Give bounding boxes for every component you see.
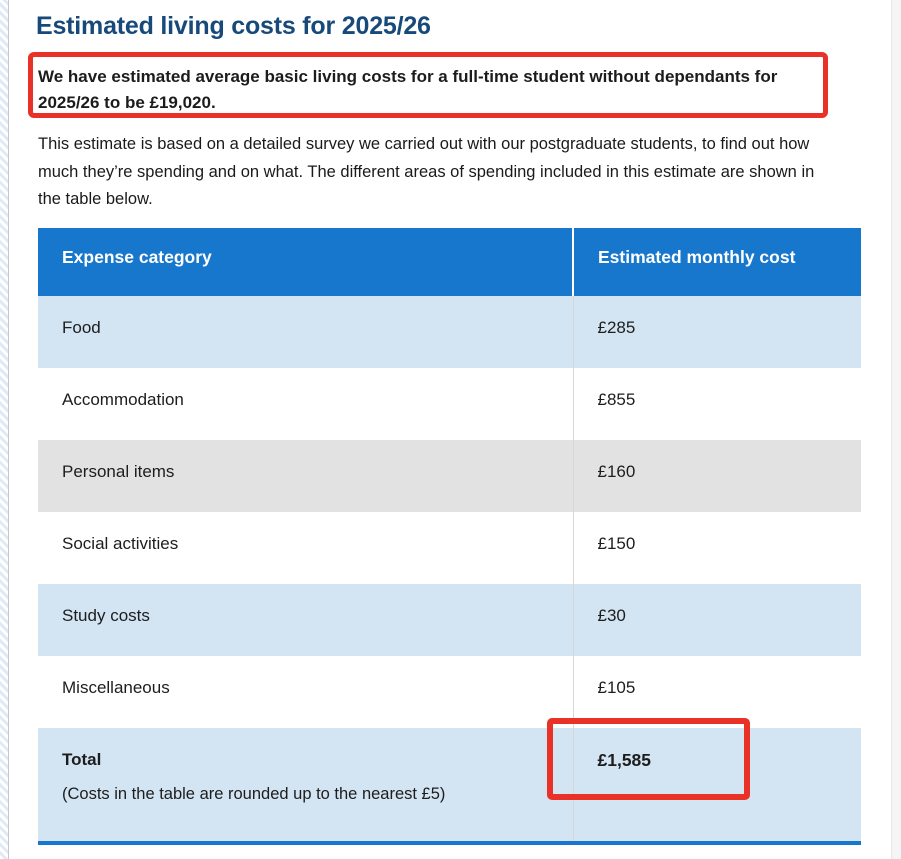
table-row: Accommodation £855 — [38, 368, 861, 440]
total-cost-cell: £1,585 — [572, 728, 861, 843]
total-label-cell: Total (Costs in the table are rounded up… — [38, 728, 573, 843]
monthly-cost-cell: £105 — [572, 656, 861, 728]
rounding-note: (Costs in the table are rounded up to th… — [62, 785, 446, 803]
total-label: Total — [62, 750, 102, 769]
monthly-cost-cell: £150 — [572, 512, 861, 584]
page-title: Estimated living costs for 2025/26 — [36, 12, 431, 40]
table-row: Food £285 — [38, 296, 861, 368]
left-edge-stripe-decoration — [0, 0, 9, 859]
table-total-row: Total (Costs in the table are rounded up… — [38, 728, 861, 843]
table-row: Social activities £150 — [38, 512, 861, 584]
monthly-cost-cell: £160 — [572, 440, 861, 512]
header-expense-category: Expense category — [38, 228, 573, 296]
key-statement-text: We have estimated average basic living c… — [38, 67, 778, 112]
right-edge-gutter — [891, 0, 901, 859]
annotation-box-key-statement: We have estimated average basic living c… — [28, 52, 828, 118]
expense-category-cell: Accommodation — [38, 368, 573, 440]
expense-category-cell: Study costs — [38, 584, 573, 656]
expense-category-cell: Miscellaneous — [38, 656, 573, 728]
expense-category-cell: Social activities — [38, 512, 573, 584]
total-cost-value: £1,585 — [597, 750, 652, 770]
monthly-cost-cell: £285 — [572, 296, 861, 368]
header-estimated-monthly-cost: Estimated monthly cost — [572, 228, 861, 296]
table-row: Study costs £30 — [38, 584, 861, 656]
table-header-row: Expense category Estimated monthly cost — [38, 228, 861, 296]
monthly-cost-cell: £855 — [572, 368, 861, 440]
living-costs-table: Expense category Estimated monthly cost … — [38, 228, 861, 845]
table-row: Miscellaneous £105 — [38, 656, 861, 728]
table-row: Personal items £160 — [38, 440, 861, 512]
expense-category-cell: Personal items — [38, 440, 573, 512]
intro-paragraph: This estimate is based on a detailed sur… — [38, 135, 815, 208]
expense-category-cell: Food — [38, 296, 573, 368]
monthly-cost-cell: £30 — [572, 584, 861, 656]
